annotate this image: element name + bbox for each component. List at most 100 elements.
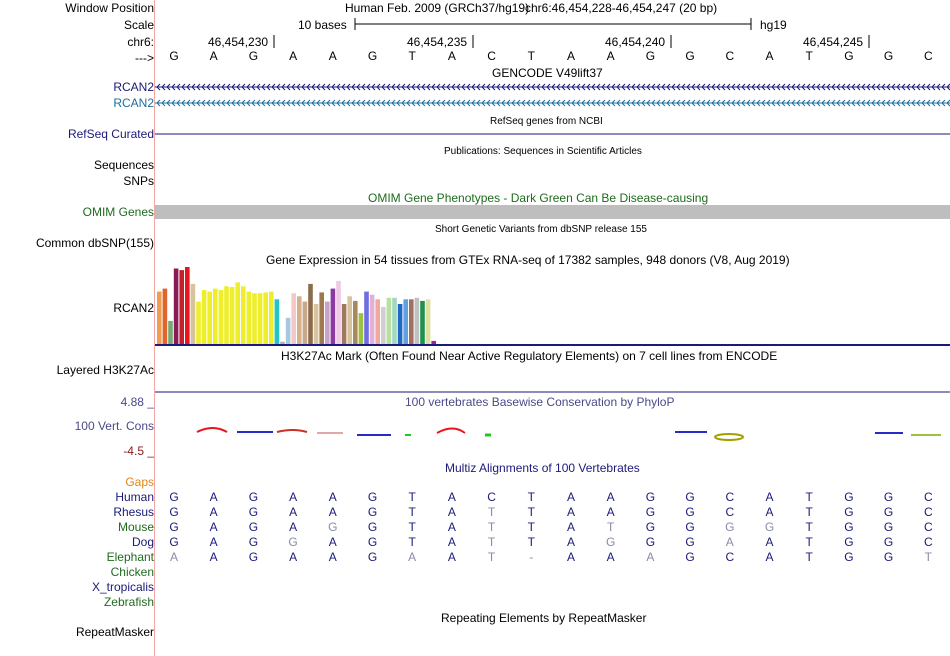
gtex-tissue-bar[interactable] [263, 292, 268, 344]
species-label-chicken[interactable]: Chicken [110, 565, 154, 579]
gtex-tissue-bar[interactable] [375, 299, 380, 344]
species-label-zebrafish[interactable]: Zebrafish [103, 595, 154, 609]
gtex-tissue-bar[interactable] [403, 299, 408, 344]
species-label-dog[interactable]: Dog [131, 535, 154, 549]
alignment-base: C [923, 490, 933, 504]
strand-arrow [926, 83, 931, 91]
gtex-tissue-bar[interactable] [330, 288, 336, 344]
gtex-tissue-bar[interactable] [369, 294, 375, 344]
track-label-rcan2-gencode-2[interactable]: RCAN2 [113, 96, 154, 110]
alignment-base: T [527, 520, 535, 534]
strand-arrow [246, 99, 251, 107]
gtex-tissue-bar[interactable] [229, 287, 235, 344]
gtex-tissue-bar[interactable] [341, 304, 347, 344]
gtex-tissue-bar[interactable] [157, 291, 162, 344]
track-label-refseq[interactable]: RefSeq Curated [67, 127, 154, 141]
strand-arrow [341, 83, 346, 91]
gtex-tissue-bar[interactable] [218, 290, 224, 344]
strand-arrow [236, 83, 241, 91]
strand-arrow [571, 83, 576, 91]
gtex-tissue-bar[interactable] [274, 299, 280, 344]
alignment-base: A [765, 505, 774, 519]
gtex-tissue-bar[interactable] [336, 280, 341, 344]
gtex-tissue-bar[interactable] [358, 313, 364, 344]
gtex-tissue-bar[interactable] [386, 297, 392, 344]
gtex-tissue-bar[interactable] [325, 301, 330, 344]
gtex-tissue-bar[interactable] [431, 340, 436, 344]
species-label-mouse[interactable]: Mouse [117, 520, 154, 534]
species-label-x_tropicalis[interactable]: X_tropicalis [91, 580, 154, 594]
gtex-tissue-bar[interactable] [420, 300, 425, 344]
gtex-tissue-bar[interactable] [392, 297, 397, 344]
gtex-tissue-bar[interactable] [297, 296, 302, 344]
gtex-tissue-bar[interactable] [257, 293, 263, 344]
gtex-tissue-bar[interactable] [313, 304, 319, 344]
strand-arrow [311, 99, 316, 107]
gtex-tissue-bar[interactable] [302, 301, 308, 344]
species-label-human[interactable]: Human [115, 490, 154, 504]
strand-arrow [481, 83, 486, 91]
gtex-tissue-bar[interactable] [201, 290, 207, 344]
gtex-tissue-bar[interactable] [414, 297, 420, 344]
gtex-tissue-bar[interactable] [269, 291, 274, 344]
alignment-base: A [606, 490, 615, 504]
species-label-rhesus[interactable]: Rhesus [113, 505, 154, 519]
gtex-tissue-bar[interactable] [319, 292, 324, 344]
gtex-tissue-bar[interactable] [185, 267, 190, 344]
species-label-elephant[interactable]: Elephant [106, 550, 154, 564]
alignment-base: A [566, 550, 575, 564]
gtex-tissue-bar[interactable] [207, 291, 212, 344]
gtex-tissue-bar[interactable] [285, 317, 291, 344]
strand-arrow [606, 83, 611, 91]
track-label-sequences[interactable]: Sequences [93, 158, 154, 172]
strand-arrow [356, 83, 361, 91]
track-label-gtex-rcan2[interactable]: RCAN2 [113, 301, 154, 315]
track-label-omim[interactable]: OMIM Genes [82, 205, 154, 219]
gtex-tissue-bar[interactable] [280, 341, 285, 344]
gtex-tissue-bar[interactable] [173, 268, 179, 345]
h3k27ac-title: H3K27Ac Mark (Often Found Near Active Re… [281, 349, 778, 363]
strand-arrow [371, 99, 376, 107]
track-label-dbsnp[interactable]: Common dbSNP(155) [35, 236, 154, 250]
chrom-label: chr6: [127, 35, 154, 49]
track-label-gaps[interactable]: Gaps [125, 475, 154, 489]
gtex-tissue-bar[interactable] [168, 320, 173, 344]
gtex-tissue-bar[interactable] [190, 283, 196, 344]
strand-arrow [306, 99, 311, 107]
track-label-h3k27ac[interactable]: Layered H3K27Ac [56, 363, 154, 377]
track-label-phylop[interactable]: 100 Vert. Cons [74, 419, 154, 433]
strand-arrow [926, 99, 931, 107]
gtex-tissue-bar[interactable] [213, 288, 218, 344]
track-label-rcan2-gencode-1[interactable]: RCAN2 [113, 80, 154, 94]
gtex-tissue-bar[interactable] [162, 288, 168, 344]
strand-arrow [456, 99, 461, 107]
track-area[interactable]: Human Feb. 2009 (GRCh37/hg19) chr6:46,45… [155, 0, 950, 656]
track-label-repeatmasker[interactable]: RepeatMasker [75, 625, 154, 639]
alignment-base: A [289, 520, 298, 534]
gtex-tissue-bar[interactable] [224, 286, 229, 345]
gtex-tissue-bar[interactable] [397, 304, 403, 344]
sequence-base: A [328, 49, 337, 63]
strand-arrow [396, 83, 401, 91]
gtex-tissue-bar[interactable] [347, 296, 352, 344]
gtex-tissue-bar[interactable] [353, 300, 358, 344]
gtex-tissue-bar[interactable] [425, 299, 431, 344]
strand-arrow [641, 99, 646, 107]
gtex-tissue-bar[interactable] [291, 293, 296, 344]
gtex-tissue-bar[interactable] [196, 301, 201, 344]
strand-arrow [381, 99, 386, 107]
gtex-tissue-bar[interactable] [235, 282, 240, 344]
gtex-tissue-bar[interactable] [308, 283, 313, 344]
gtex-tissue-bar[interactable] [241, 286, 246, 345]
alignment-base: T [805, 550, 813, 564]
alignment-base: G [367, 520, 378, 534]
gtex-tissue-bar[interactable] [179, 270, 184, 344]
gtex-tissue-bar[interactable] [246, 291, 252, 344]
gtex-tissue-bar[interactable] [381, 307, 386, 344]
track-label-snps[interactable]: SNPs [123, 174, 154, 188]
strand-arrow [561, 99, 566, 107]
gtex-tissue-bar[interactable] [252, 293, 257, 344]
gtex-tissue-bar[interactable] [409, 299, 414, 344]
gtex-tissue-bar[interactable] [364, 291, 369, 344]
alignment-base: T [487, 535, 496, 549]
